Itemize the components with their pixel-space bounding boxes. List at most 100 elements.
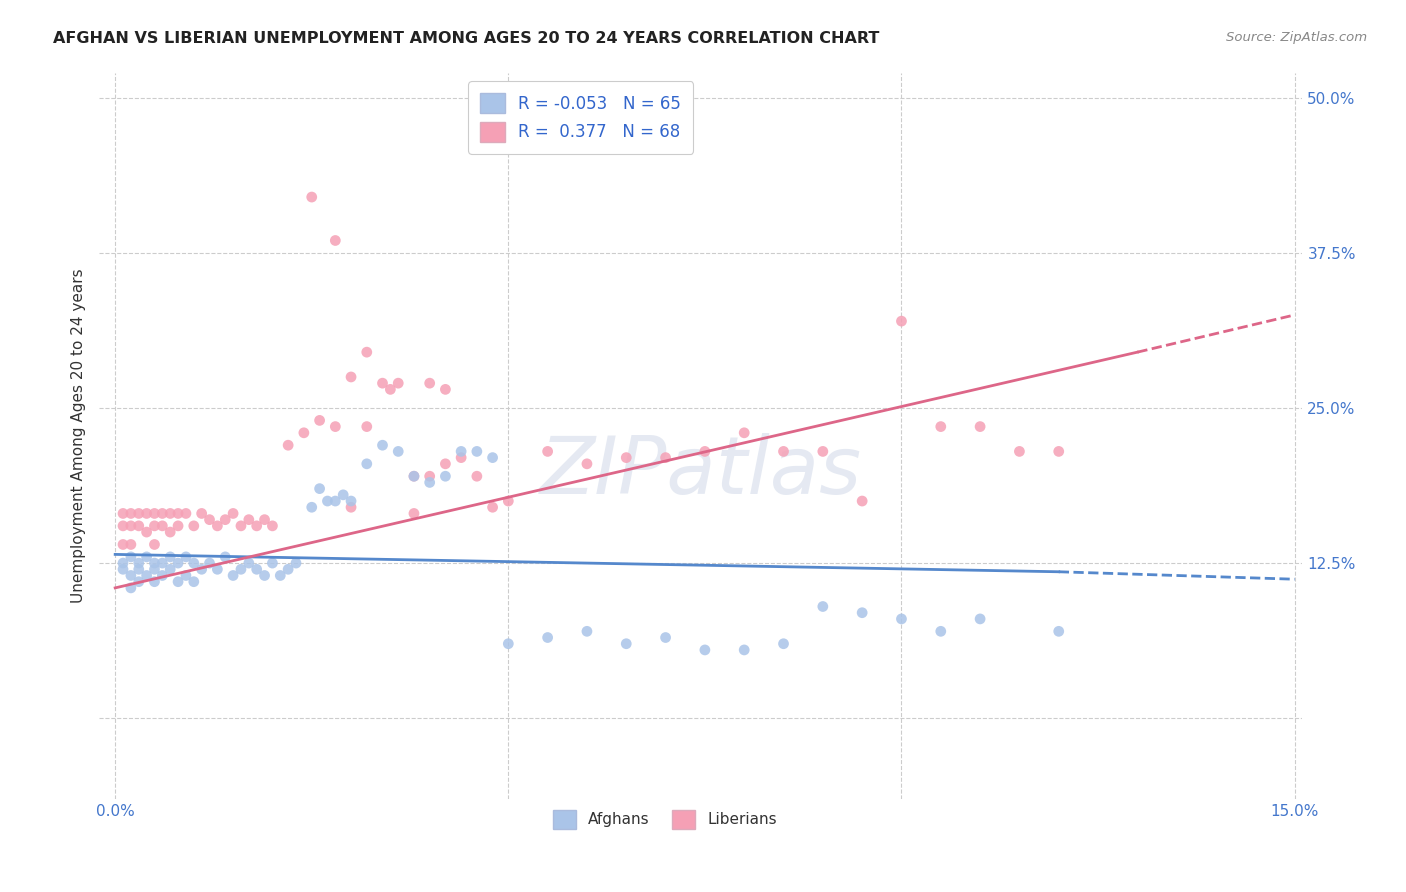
Point (419, 475, 441, 490)
Point (332, 488, 354, 502)
Point (772, 444, 794, 458)
Point (174, 507, 197, 521)
Point (198, 556, 221, 570)
Point (969, 419, 991, 434)
Point (654, 450, 676, 465)
Point (387, 444, 409, 458)
Point (1047, 444, 1070, 458)
Point (434, 457, 457, 471)
Point (159, 562, 181, 576)
Point (174, 568, 197, 582)
Point (434, 469, 457, 483)
Point (811, 599, 834, 614)
Point (498, 494, 520, 508)
Point (143, 537, 166, 551)
Point (262, 556, 284, 570)
Point (1047, 624, 1070, 639)
Point (143, 556, 166, 570)
Point (159, 549, 181, 564)
Point (111, 507, 134, 521)
Point (159, 524, 181, 539)
Point (111, 562, 134, 576)
Point (308, 413, 330, 427)
Point (323, 419, 346, 434)
Point (238, 513, 260, 527)
Point (120, 581, 142, 595)
Point (207, 519, 229, 533)
Point (481, 500, 503, 515)
Text: Source: ZipAtlas.com: Source: ZipAtlas.com (1226, 31, 1367, 45)
Legend: Afghans, Liberians: Afghans, Liberians (547, 804, 783, 835)
Point (183, 574, 205, 589)
Point (120, 549, 142, 564)
Point (851, 494, 873, 508)
Point (434, 383, 457, 397)
Point (128, 562, 150, 576)
Point (308, 482, 330, 496)
Point (450, 444, 472, 458)
Point (292, 425, 315, 440)
Point (111, 519, 134, 533)
Point (183, 519, 205, 533)
Point (811, 444, 834, 458)
Point (253, 568, 276, 582)
Point (323, 234, 346, 248)
Point (229, 562, 252, 576)
Point (246, 562, 269, 576)
Point (167, 556, 190, 570)
Point (340, 494, 363, 508)
Point (183, 556, 205, 570)
Point (120, 507, 142, 521)
Point (402, 507, 425, 521)
Point (167, 574, 190, 589)
Point (340, 500, 363, 515)
Point (150, 507, 173, 521)
Point (614, 450, 637, 465)
Point (402, 469, 425, 483)
Point (150, 568, 173, 582)
Point (851, 606, 873, 620)
Point (198, 513, 221, 527)
Point (159, 507, 181, 521)
Point (402, 469, 425, 483)
Point (465, 469, 488, 483)
Point (285, 556, 308, 570)
Point (316, 494, 339, 508)
Point (143, 507, 166, 521)
Point (229, 519, 252, 533)
Point (371, 376, 394, 391)
Point (498, 637, 520, 651)
Point (174, 549, 197, 564)
Point (120, 568, 142, 582)
Point (356, 457, 378, 471)
Point (128, 507, 150, 521)
Point (356, 345, 378, 359)
Point (380, 383, 402, 397)
Point (214, 549, 236, 564)
Text: AFGHAN VS LIBERIAN UNEMPLOYMENT AMONG AGES 20 TO 24 YEARS CORRELATION CHART: AFGHAN VS LIBERIAN UNEMPLOYMENT AMONG AG… (53, 31, 880, 46)
Point (135, 568, 157, 582)
Point (190, 562, 212, 576)
Point (733, 643, 755, 657)
Point (614, 637, 637, 651)
Point (277, 562, 299, 576)
Point (929, 419, 952, 434)
Point (190, 507, 212, 521)
Point (207, 562, 229, 576)
Point (128, 556, 150, 570)
Point (135, 524, 157, 539)
Point (1008, 444, 1031, 458)
Point (135, 507, 157, 521)
Point (450, 450, 472, 465)
Point (269, 568, 291, 582)
Point (167, 519, 190, 533)
Point (536, 444, 558, 458)
Point (222, 568, 245, 582)
Point (150, 519, 173, 533)
Point (340, 370, 363, 384)
Point (890, 314, 912, 328)
Point (111, 537, 134, 551)
Point (143, 562, 166, 576)
Point (419, 469, 441, 483)
Point (135, 549, 157, 564)
